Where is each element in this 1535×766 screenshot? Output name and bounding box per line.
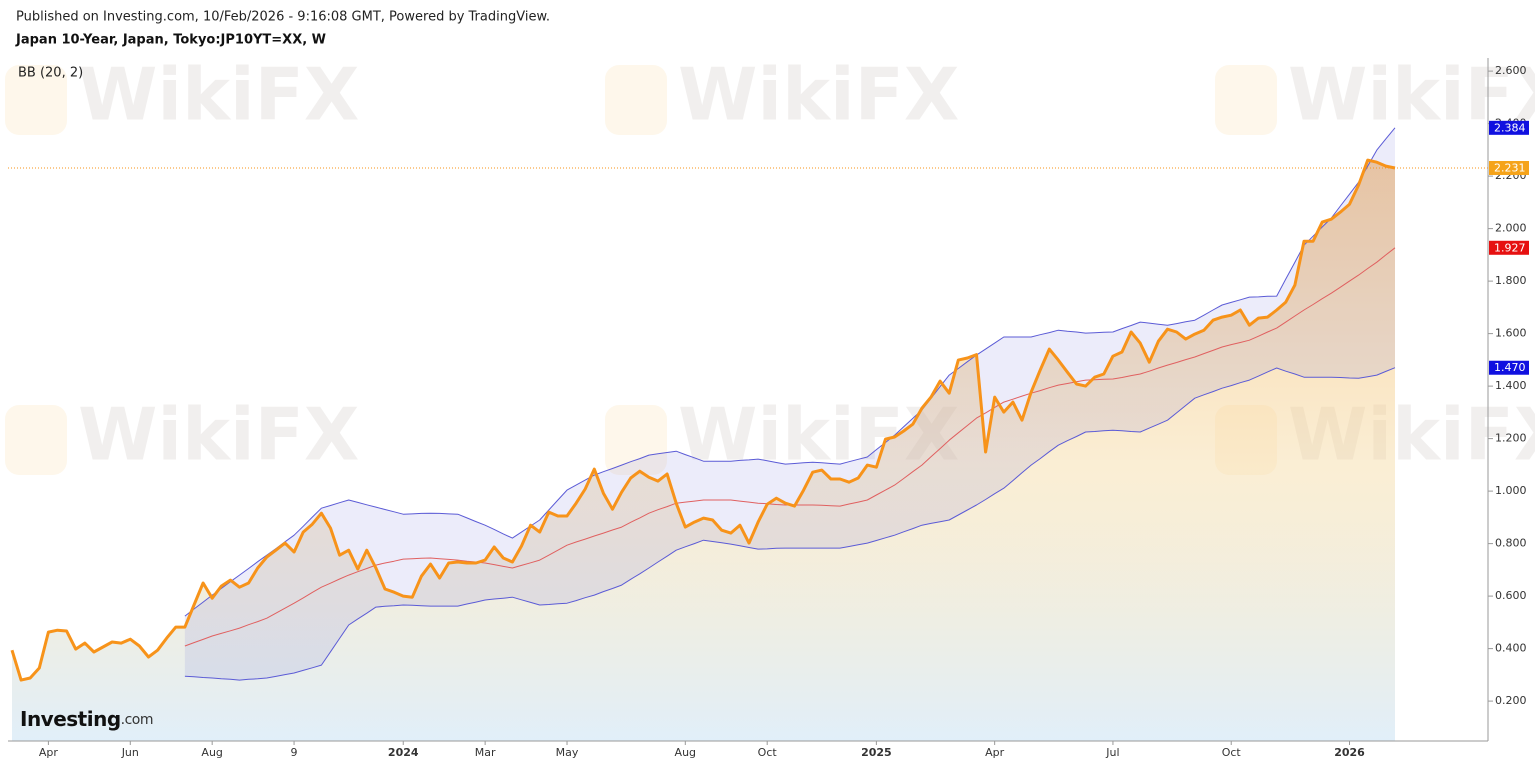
- chart-title: Japan 10-Year, Japan, Tokyo:JP10YT=XX, W: [15, 33, 326, 48]
- x-tick-label: Apr: [39, 746, 59, 759]
- x-tick-label: Oct: [758, 746, 778, 759]
- bb-line: [184, 367, 1396, 681]
- indicator-label: BB (20, 2): [18, 66, 83, 81]
- y-tick-label: 0.200: [1495, 694, 1527, 707]
- last-value-box: [1489, 240, 1529, 255]
- logo: Investing.com: [20, 707, 153, 731]
- watermark: WikiFX: [78, 53, 359, 137]
- watermark-logo: [605, 405, 667, 475]
- x-tick-label: Jul: [1105, 746, 1119, 759]
- bb-line: [184, 127, 1396, 617]
- x-tick-label: Oct: [1222, 746, 1242, 759]
- x-tick-label: Mar: [475, 746, 496, 759]
- last-value-label: 1.927: [1494, 241, 1526, 254]
- last-value-box: [1489, 160, 1529, 175]
- bb-band: [184, 127, 1395, 681]
- last-value-box: [1489, 360, 1529, 375]
- x-tick-label: May: [556, 746, 579, 759]
- last-value-label: 2.231: [1494, 161, 1526, 174]
- x-tick-label: Aug: [675, 746, 696, 759]
- y-tick-label: 1.600: [1495, 327, 1527, 340]
- x-tick-label: 2026: [1334, 746, 1365, 759]
- logo-main: Investing: [20, 707, 121, 731]
- logo-suffix: .com: [121, 712, 153, 728]
- last-value-label: 1.470: [1494, 361, 1526, 374]
- price-line: [10, 158, 1396, 682]
- last-value-box: [1489, 120, 1529, 135]
- watermark-logo: [1215, 65, 1277, 135]
- y-tick-label: 0.400: [1495, 642, 1527, 655]
- y-tick-label: 1.000: [1495, 484, 1527, 497]
- x-tick-label: Aug: [201, 746, 222, 759]
- close-area: [12, 160, 1395, 741]
- y-tick-label: 2.000: [1495, 222, 1527, 235]
- y-tick-label: 1.200: [1495, 432, 1527, 445]
- watermark-logo: [605, 65, 667, 135]
- y-tick-label: 0.800: [1495, 537, 1527, 550]
- x-tick-label: 9: [291, 746, 298, 759]
- y-tick-label: 0.600: [1495, 589, 1527, 602]
- plot-area: [10, 127, 1396, 741]
- x-tick-label: Apr: [985, 746, 1005, 759]
- watermark-logo: [5, 65, 67, 135]
- header: Published on Investing.com, 10/Feb/2026 …: [16, 10, 550, 25]
- watermark: WikiFX: [78, 393, 359, 477]
- watermark-logo: [5, 405, 67, 475]
- y-tick-label: 2.600: [1495, 64, 1527, 77]
- x-tick-label: 2024: [388, 746, 419, 759]
- watermark: WikiFX: [678, 53, 959, 137]
- x-tick-label: Jun: [121, 746, 139, 759]
- y-tick-label: 1.400: [1495, 379, 1527, 392]
- y-tick-label: 1.800: [1495, 274, 1527, 287]
- last-value-label: 2.384: [1494, 121, 1526, 134]
- x-tick-label: 2025: [861, 746, 892, 759]
